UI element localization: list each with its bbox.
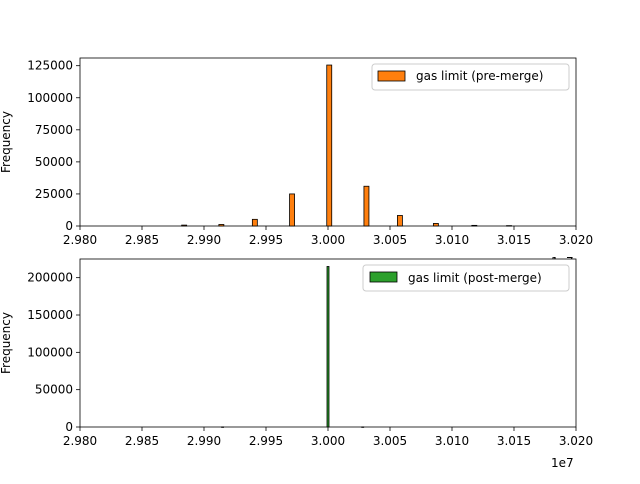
legend-post-merge: gas limit (post-merge) (362, 264, 570, 292)
x-tick-label: 2.990 (187, 434, 221, 448)
x-tick-label: 2.995 (249, 233, 283, 247)
x-tick-label: 2.990 (187, 233, 221, 247)
y-tick-label: 0 (65, 420, 73, 434)
y-axis-label-post-merge: Frequency (0, 312, 13, 374)
y-tick-label: 200000 (27, 271, 73, 285)
y-axis-ticks-pre-merge: 0 25000 50000 75000 100000 125000 (27, 59, 80, 233)
histogram-bar (361, 426, 365, 428)
y-tick-label: 0 (65, 219, 73, 233)
y-tick-label: 50000 (35, 383, 73, 397)
histogram-bar (221, 426, 225, 428)
histogram-bar (432, 223, 439, 227)
x-tick-label: 3.015 (497, 233, 531, 247)
y-tick-label: 100000 (27, 91, 73, 105)
x-tick-label: 3.005 (373, 434, 407, 448)
histogram-bar (289, 193, 295, 227)
legend-label-pre-merge: gas limit (pre-merge) (416, 69, 543, 83)
legend-swatch-pre-merge (377, 70, 406, 82)
histogram-bar (181, 224, 188, 227)
x-tick-label: 2.980 (63, 434, 97, 448)
y-tick-label: 100000 (27, 345, 73, 359)
bars-pre-merge (181, 64, 512, 227)
x-tick-label: 3.010 (435, 434, 469, 448)
y-tick-label: 25000 (35, 187, 73, 201)
histogram-bar (251, 218, 258, 227)
x-tick-label: 2.995 (249, 434, 283, 448)
y-tick-label: 125000 (27, 59, 73, 73)
x-tick-label: 3.005 (373, 233, 407, 247)
legend-swatch-post-merge (369, 271, 398, 283)
legend-pre-merge: gas limit (pre-merge) (371, 63, 570, 91)
histogram-bar (218, 224, 225, 227)
x-tick-label: 2.980 (63, 233, 97, 247)
x-tick-label: 3.015 (497, 434, 531, 448)
y-tick-label: 50000 (35, 155, 73, 169)
y-axis-label-pre-merge: Frequency (0, 111, 13, 173)
x-tick-label: 3.020 (559, 233, 593, 247)
y-axis-ticks-post-merge: 0 50000 100000 150000 200000 (27, 271, 80, 434)
x-tick-label: 3.000 (311, 434, 345, 448)
panel-post-merge: 2.980 2.985 2.990 2.995 3.000 3.005 3.010 3.015… (0, 258, 593, 470)
x-tick-label: 3.020 (559, 434, 593, 448)
y-tick-label: 150000 (27, 308, 73, 322)
histogram-bar (506, 225, 512, 227)
y-tick-label: 75000 (35, 123, 73, 137)
x-axis-ticks-post-merge: 2.980 2.985 2.990 2.995 3.000 3.005 3.010 3.015… (63, 427, 593, 448)
x-tick-label: 2.985 (125, 434, 159, 448)
x-tick-label: 3.010 (435, 233, 469, 247)
x-tick-label: 2.985 (125, 233, 159, 247)
x-tick-label: 3.000 (311, 233, 345, 247)
x-offset-label-post-merge: 1e7 (551, 456, 574, 470)
histogram-bar (363, 185, 370, 227)
histogram-bar (326, 266, 330, 428)
panel-pre-merge: 2.980 2.985 2.990 2.995 3.000 3.005 3.010 3.015… (0, 57, 593, 269)
histogram-bar (397, 215, 403, 227)
legend-label-post-merge: gas limit (post-merge) (408, 271, 542, 285)
histogram-bar (326, 64, 333, 227)
histogram-bar (471, 224, 478, 227)
x-axis-ticks-pre-merge: 2.980 2.985 2.990 2.995 3.000 3.005 3.010 3.015… (63, 226, 593, 247)
legend-box-pre-merge (371, 63, 570, 91)
legend-box-post-merge (362, 264, 570, 292)
